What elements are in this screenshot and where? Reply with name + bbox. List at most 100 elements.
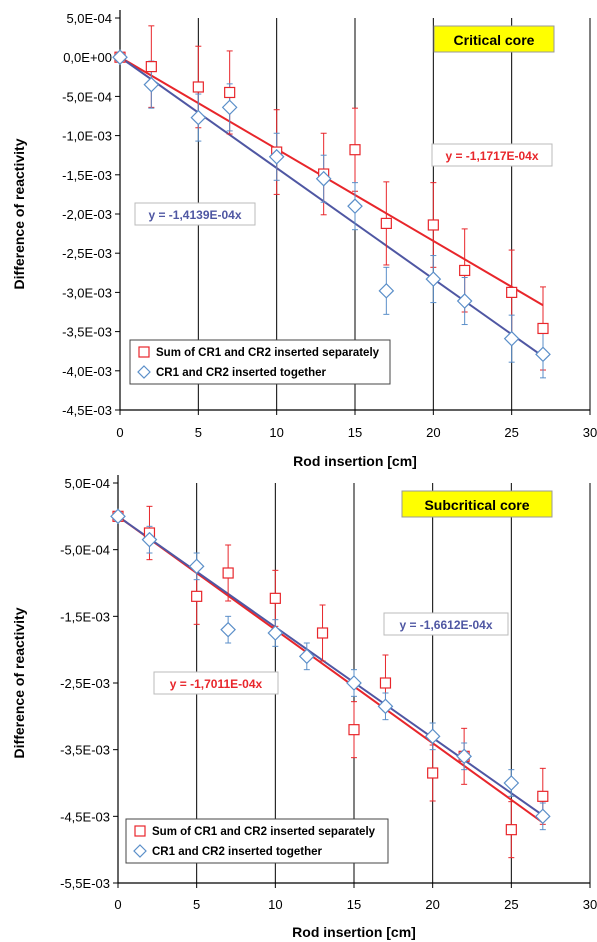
x-tick-label: 20 — [426, 425, 440, 440]
y-tick-label: -4,5E-03 — [60, 809, 110, 824]
data-point-diamond — [378, 282, 395, 299]
trendline-equation-box — [431, 143, 553, 167]
data-point-diamond — [424, 728, 441, 745]
data-point-diamond — [220, 621, 236, 638]
trendline-equation-box — [383, 612, 509, 636]
data-point-diamond — [503, 775, 520, 791]
data-point-diamond — [535, 346, 551, 363]
title-badge — [401, 490, 553, 518]
data-point-diamond — [456, 293, 473, 309]
y-tick-label: -1,0E-03 — [62, 129, 112, 144]
x-tick-label: 30 — [583, 425, 597, 440]
x-axis-label: Rod insertion [cm] — [292, 924, 416, 940]
legend-box — [125, 818, 389, 864]
y-tick-label: -2,0E-03 — [62, 207, 112, 222]
trendline-together — [119, 56, 544, 358]
data-point-diamond — [315, 170, 332, 187]
trendline-equation-box — [134, 202, 256, 226]
x-tick-label: 0 — [114, 897, 121, 912]
data-point-diamond — [298, 648, 315, 665]
data-point-square — [145, 61, 157, 73]
trendline-equation: y = -1,1717E-04x — [445, 149, 538, 163]
data-point-square — [192, 81, 204, 93]
data-point-square — [191, 590, 203, 602]
trendline-equation-box — [153, 671, 279, 695]
x-tick-label: 20 — [425, 897, 439, 912]
data-point-diamond — [141, 531, 158, 548]
x-tick-label: 5 — [195, 425, 202, 440]
x-tick-label: 15 — [348, 425, 362, 440]
legend-label: Sum of CR1 and CR2 inserted separately — [156, 347, 380, 359]
trendline-together — [117, 515, 544, 817]
chart-title: Critical core — [454, 32, 535, 48]
data-point-square — [427, 767, 439, 779]
data-point-diamond — [377, 698, 394, 715]
legend-label: Sum of CR1 and CR2 inserted separately — [152, 826, 376, 838]
trendline-separate — [119, 56, 544, 307]
y-tick-label: -3,0E-03 — [62, 285, 112, 300]
x-tick-label: 30 — [583, 897, 597, 912]
y-tick-label: -4,5E-03 — [62, 403, 112, 418]
y-tick-label: -5,5E-03 — [60, 876, 110, 891]
trendline-equation: y = -1,6612E-04x — [399, 618, 492, 632]
data-point-diamond — [347, 198, 363, 215]
y-axis-label: Difference of reactivity — [11, 138, 27, 289]
data-point-square — [537, 790, 549, 802]
x-tick-label: 25 — [504, 897, 518, 912]
data-point-diamond — [143, 76, 160, 93]
data-point-square — [379, 677, 392, 689]
legend-label: CR1 and CR2 inserted together — [152, 846, 322, 858]
y-tick-label: -5,0E-04 — [62, 89, 112, 104]
data-point-diamond — [503, 330, 520, 347]
data-point-diamond — [190, 109, 207, 126]
y-tick-label: -2,5E-03 — [62, 246, 112, 261]
trendline-equation: y = -1,7011E-04x — [170, 677, 263, 691]
y-tick-label: 5,0E-04 — [64, 476, 110, 491]
y-tick-label: -5,0E-04 — [60, 543, 110, 558]
data-point-diamond — [110, 508, 126, 525]
y-tick-label: 0,0E+00 — [63, 50, 112, 65]
legend-label: CR1 and CR2 inserted together — [156, 367, 326, 379]
y-tick-label: -2,5E-03 — [60, 676, 110, 691]
data-point-square — [505, 824, 517, 836]
data-point-square — [316, 627, 329, 639]
x-tick-label: 10 — [269, 425, 283, 440]
data-point-diamond — [112, 49, 128, 66]
data-point-diamond — [221, 99, 238, 116]
data-point-square — [224, 86, 236, 99]
y-tick-label: -1,5E-03 — [62, 168, 112, 183]
subcritical-core-chart: 5,0E-04 -5,0E-04 -1,5E-03 -2,5E-03 -3,5E-03 -… — [11, 475, 597, 940]
data-point-diamond — [346, 675, 362, 691]
data-point-square — [349, 144, 361, 156]
data-point-square — [537, 322, 549, 335]
data-point-square — [380, 217, 392, 230]
x-tick-label: 0 — [116, 425, 123, 440]
x-tick-label: 10 — [268, 897, 282, 912]
legend-marker-diamond — [133, 844, 147, 858]
data-point-diamond — [534, 808, 551, 825]
y-tick-label: -3,5E-03 — [62, 325, 112, 340]
data-point-square — [427, 219, 439, 231]
y-tick-label: -4,0E-03 — [62, 364, 112, 379]
legend-marker-diamond — [137, 365, 151, 379]
data-point-diamond — [456, 748, 472, 765]
data-point-diamond — [425, 271, 442, 287]
data-point-square — [459, 264, 471, 277]
x-tick-label: 25 — [504, 425, 518, 440]
y-tick-label: -1,5E-03 — [60, 609, 110, 624]
legend-box — [129, 339, 391, 385]
data-point-diamond — [268, 148, 285, 165]
legend-marker-square — [134, 825, 146, 837]
x-tick-label: 15 — [347, 897, 361, 912]
legend-marker-square — [138, 346, 150, 358]
chart-title: Subcritical core — [424, 497, 529, 513]
y-axis-label: Difference of reactivity — [11, 607, 27, 758]
y-tick-label: -3,5E-03 — [60, 743, 110, 758]
x-tick-label: 5 — [193, 897, 200, 912]
data-point-square — [348, 724, 360, 736]
data-point-square — [506, 286, 518, 298]
data-point-square — [222, 567, 234, 579]
x-axis-label: Rod insertion [cm] — [293, 453, 417, 469]
y-tick-label: 5,0E-04 — [66, 11, 112, 26]
